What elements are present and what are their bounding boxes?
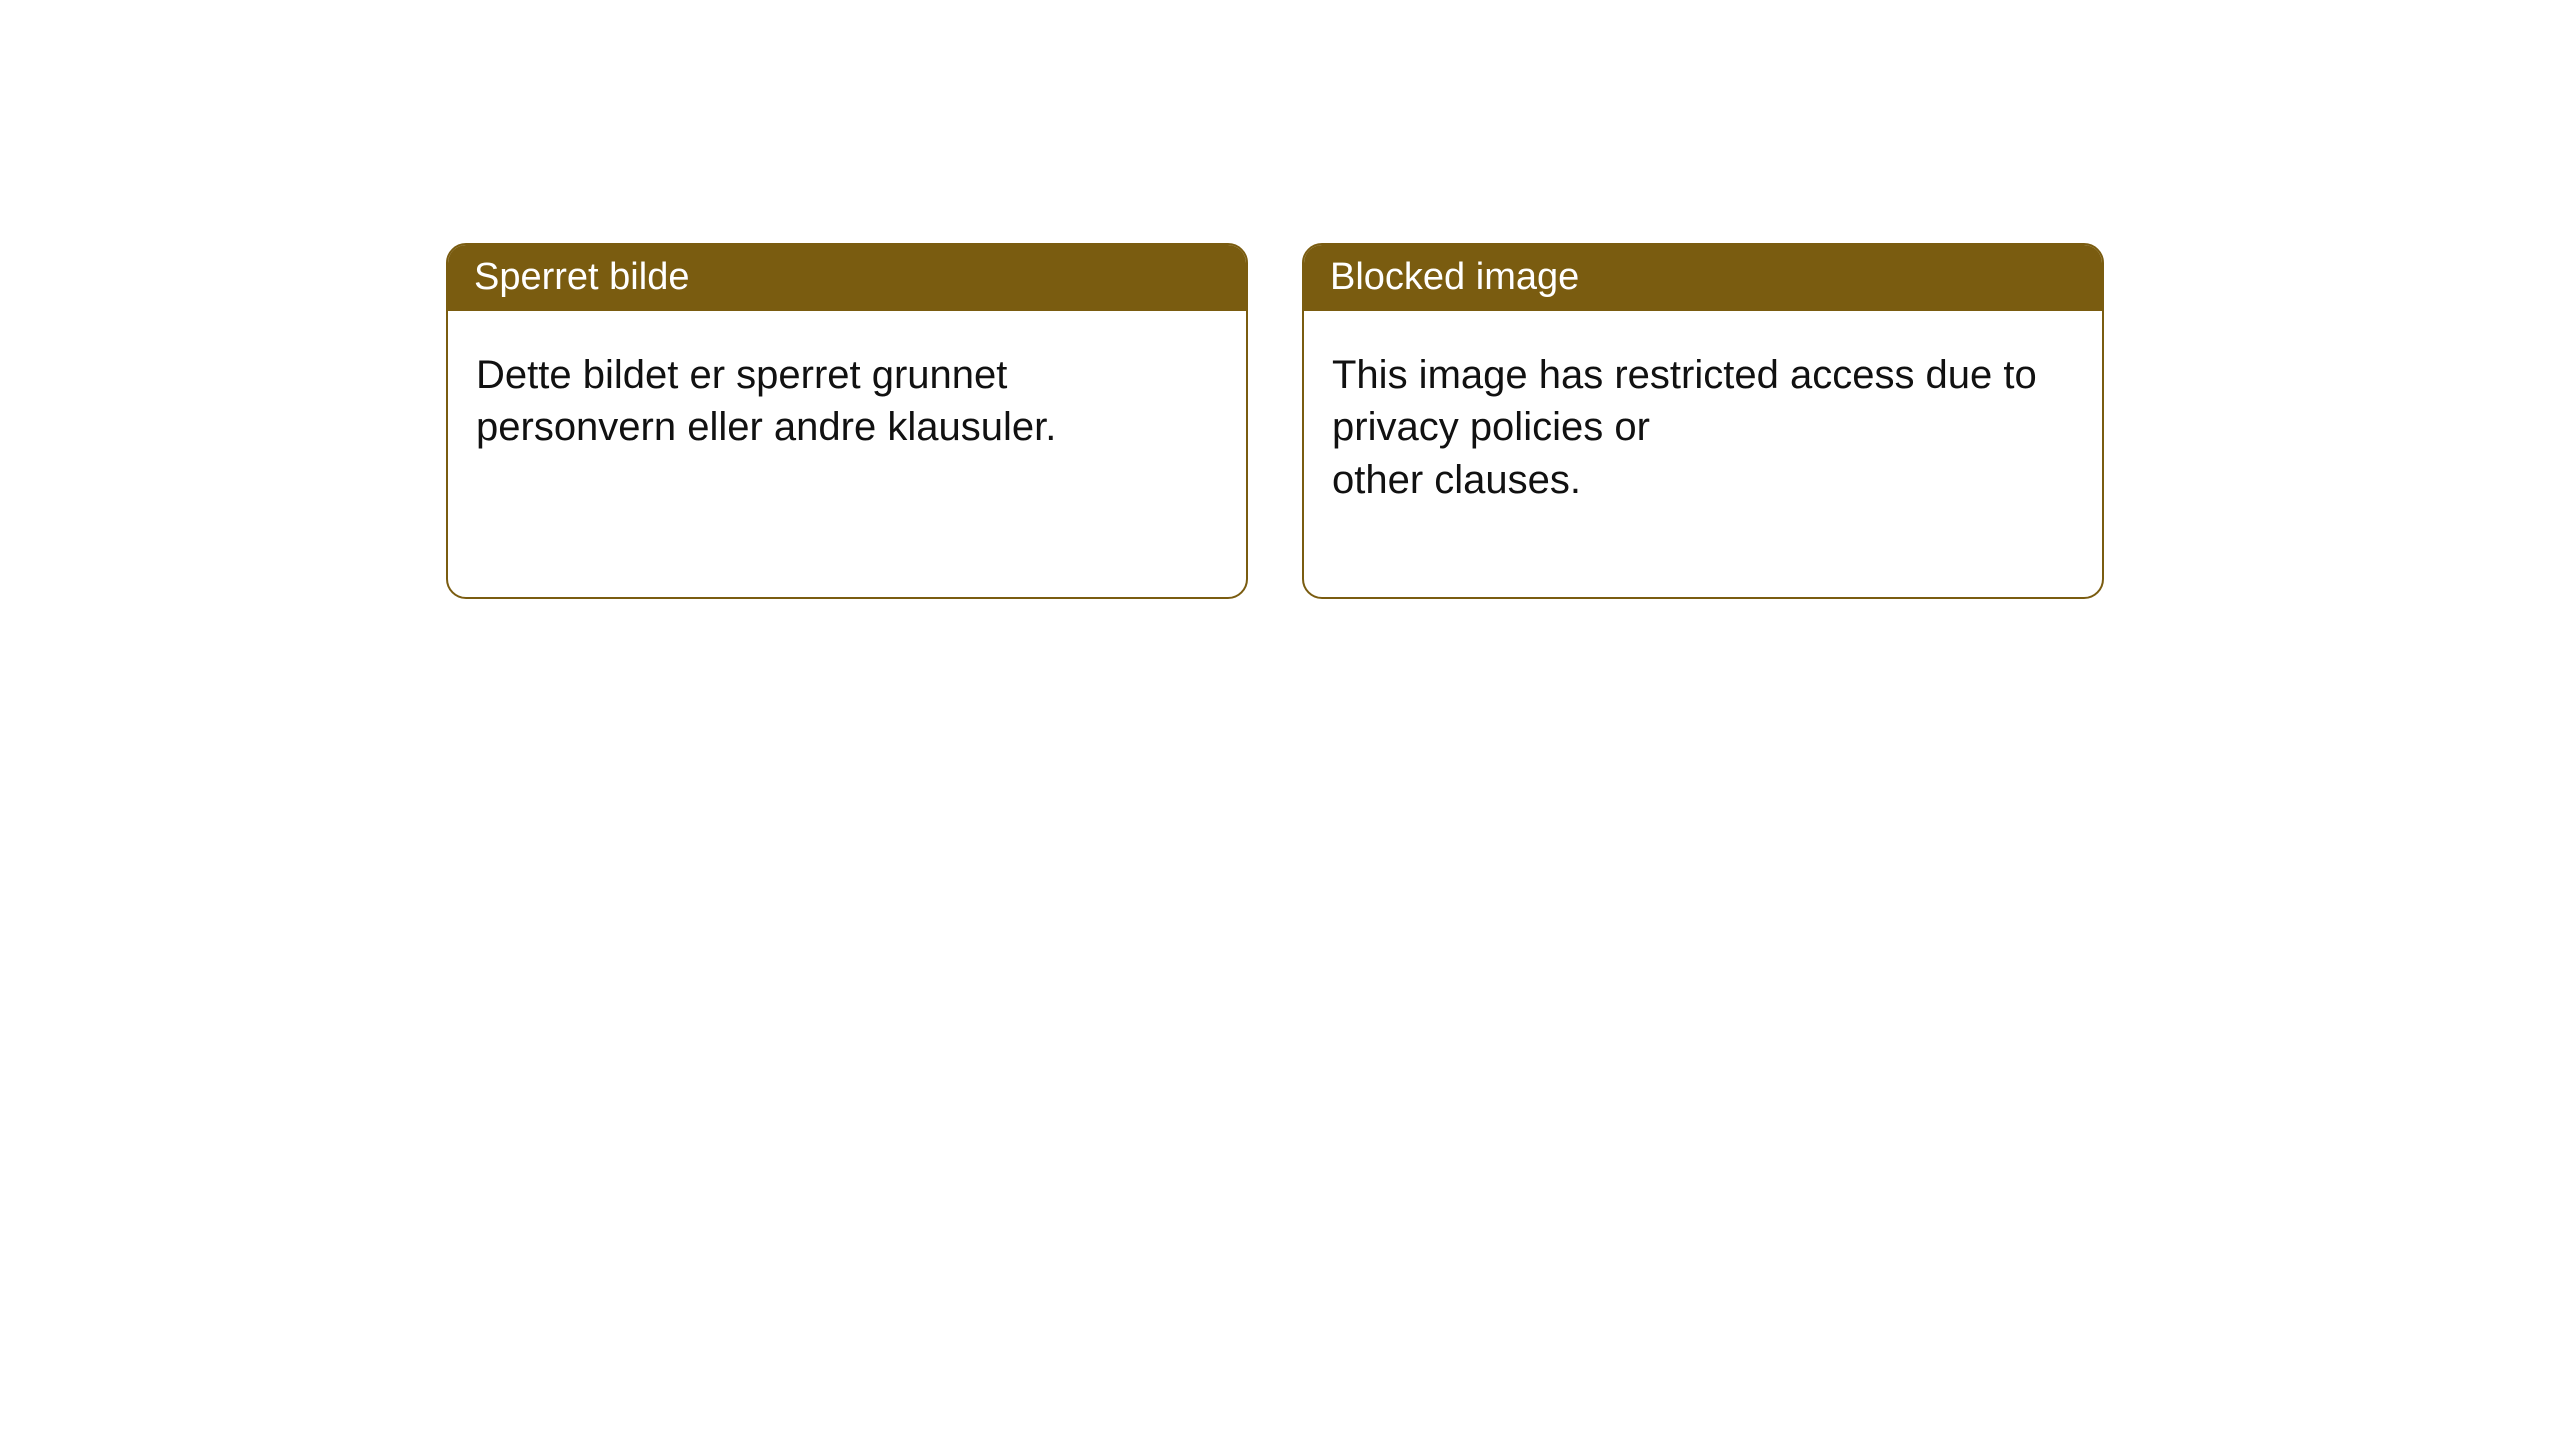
notice-body-en: This image has restricted access due to … [1304,311,2102,597]
notice-card-en: Blocked image This image has restricted … [1302,243,2104,599]
notice-container: Sperret bilde Dette bildet er sperret gr… [0,0,2560,599]
notice-card-no: Sperret bilde Dette bildet er sperret gr… [446,243,1248,599]
notice-title-no: Sperret bilde [448,245,1246,311]
notice-title-en: Blocked image [1304,245,2102,311]
notice-body-no: Dette bildet er sperret grunnet personve… [448,311,1246,545]
